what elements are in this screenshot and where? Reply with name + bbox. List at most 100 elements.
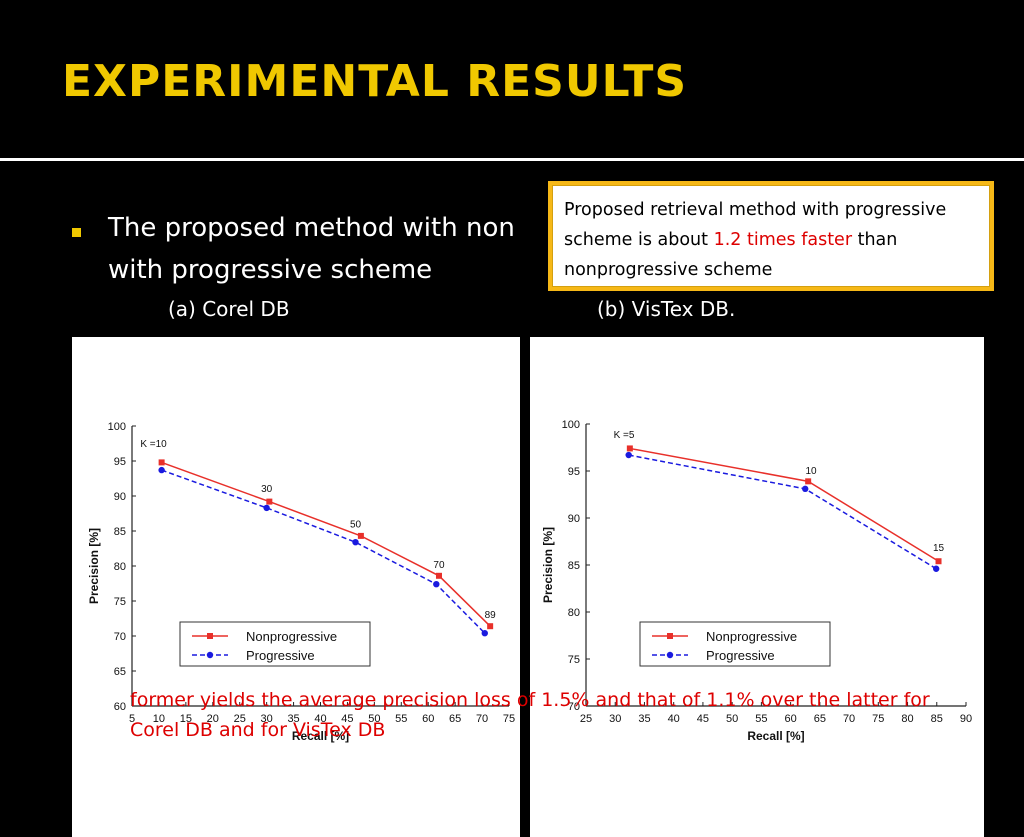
point-annotation: 15 [933,543,945,554]
data-point-progressive [263,504,270,512]
x-tick-label: 75 [872,713,884,725]
x-tick-label: 85 [931,713,943,725]
x-tick-label: 50 [726,713,738,725]
legend-label-progressive: Progressive [246,648,315,663]
x-tick-label: 35 [287,713,299,725]
x-axis-label: Recall [%] [747,729,804,743]
bullet-square-icon [72,228,81,237]
y-tick-label: 95 [114,456,126,468]
y-axis-label: Precision [%] [541,527,555,603]
x-tick-label: 60 [784,713,796,725]
y-tick-label: 60 [114,701,126,713]
y-tick-label: 70 [114,631,126,643]
x-tick-label: 75 [503,713,515,725]
caption-corel: (a) Corel DB [168,297,290,321]
y-tick-label: 80 [114,561,126,573]
x-tick-label: 70 [843,713,855,725]
point-annotation: 50 [350,520,362,531]
x-tick-label: 70 [476,713,488,725]
y-tick-label: 85 [568,560,580,572]
y-tick-label: 100 [562,419,580,431]
x-tick-label: 25 [234,713,246,725]
x-tick-label: 50 [368,713,380,725]
series-line-progressive [628,454,937,570]
point-annotation: 10 [806,466,818,477]
y-tick-label: 80 [568,607,580,619]
x-tick-label: 55 [395,713,407,725]
point-annotation: K =10 [140,439,167,450]
x-tick-label: 30 [609,713,621,725]
series-line-nonprogressive [629,447,939,562]
data-point-progressive [625,451,632,459]
x-tick-label: 20 [207,713,219,725]
series-line-nonprogressive [161,461,491,627]
bullet-text-line-2: with progressive scheme [108,255,433,285]
data-point-nonprogressive [805,478,812,485]
x-tick-label: 90 [960,713,972,725]
x-tick-label: 45 [341,713,353,725]
x-tick-label: 40 [668,713,680,725]
slide-title: EXPERIMENTAL RESULTS [62,56,688,107]
data-point-nonprogressive [158,459,165,466]
x-tick-label: 5 [129,713,135,725]
x-tick-label: 35 [638,713,650,725]
y-tick-label: 75 [568,654,580,666]
x-tick-label: 80 [901,713,913,725]
point-annotation: 30 [261,484,273,495]
data-point-progressive [433,581,440,588]
callout-highlight: 1.2 times faster [713,230,853,250]
data-point-progressive [802,485,809,493]
data-point-progressive [158,466,165,474]
y-tick-label: 90 [568,513,580,525]
legend-label-nonprogressive: Nonprogressive [706,629,797,644]
legend-marker-circle-icon [666,651,674,659]
data-point-progressive [932,565,940,572]
x-tick-label: 60 [422,713,434,725]
y-tick-label: 90 [114,491,126,503]
data-point-nonprogressive [626,445,633,452]
series-line-progressive [161,469,486,634]
data-point-nonprogressive [357,532,364,539]
legend-box [639,621,831,667]
x-tick-label: 25 [580,713,592,725]
legend-marker-square-icon [207,633,213,639]
bullet-text-line-1: The proposed method with non [108,213,515,243]
legend-label-progressive: Progressive [706,648,775,663]
x-tick-label: 55 [755,713,767,725]
y-tick-label: 70 [568,701,580,713]
y-axis-label: Precision [%] [87,528,101,604]
callout-prefix: Proposed retrieval method with progressi… [564,200,947,250]
data-point-nonprogressive [935,558,942,565]
x-tick-label: 30 [261,713,273,725]
legend-box [179,621,371,667]
legend-marker-circle-icon [206,651,214,659]
chart-vistex-db: 70 75 80 85 90 95 100 25 30 35 40 45 50 55 60 65 70 75 80 8… [530,337,984,837]
x-tick-label: 15 [180,713,192,725]
x-tick-label: 65 [814,713,826,725]
data-point-nonprogressive [487,623,494,630]
callout-text: Proposed retrieval method with progressi… [564,195,984,285]
point-annotation: 89 [485,610,497,621]
slide-header: EXPERIMENTAL RESULTS [0,0,1024,158]
x-tick-label: 65 [449,713,461,725]
point-annotation: 70 [433,560,445,571]
legend-marker-square-icon [667,633,673,639]
callout-box: Proposed retrieval method with progressi… [548,181,994,291]
data-point-nonprogressive [435,572,442,579]
x-tick-label: 10 [153,713,165,725]
point-annotation: K =5 [614,430,635,441]
y-tick-label: 95 [568,466,580,478]
data-point-progressive [352,539,359,546]
y-tick-label: 85 [114,526,126,538]
callout-suffix: than nonprogressive scheme [564,230,898,280]
x-tick-label: 45 [697,713,709,725]
x-tick-label: 40 [314,713,326,725]
data-point-nonprogressive [266,498,273,505]
y-tick-label: 75 [114,596,126,608]
title-divider [0,158,1024,161]
data-point-progressive [481,630,488,637]
chart-corel-db: 60 65 70 75 80 85 90 95 100 5 10 15 20 25 30 35 40 45 50 55… [72,337,520,837]
y-tick-label: 100 [108,421,126,433]
x-axis-label: Recall [%] [292,729,349,743]
slide-body: The proposed method with non with progre… [0,161,1024,837]
